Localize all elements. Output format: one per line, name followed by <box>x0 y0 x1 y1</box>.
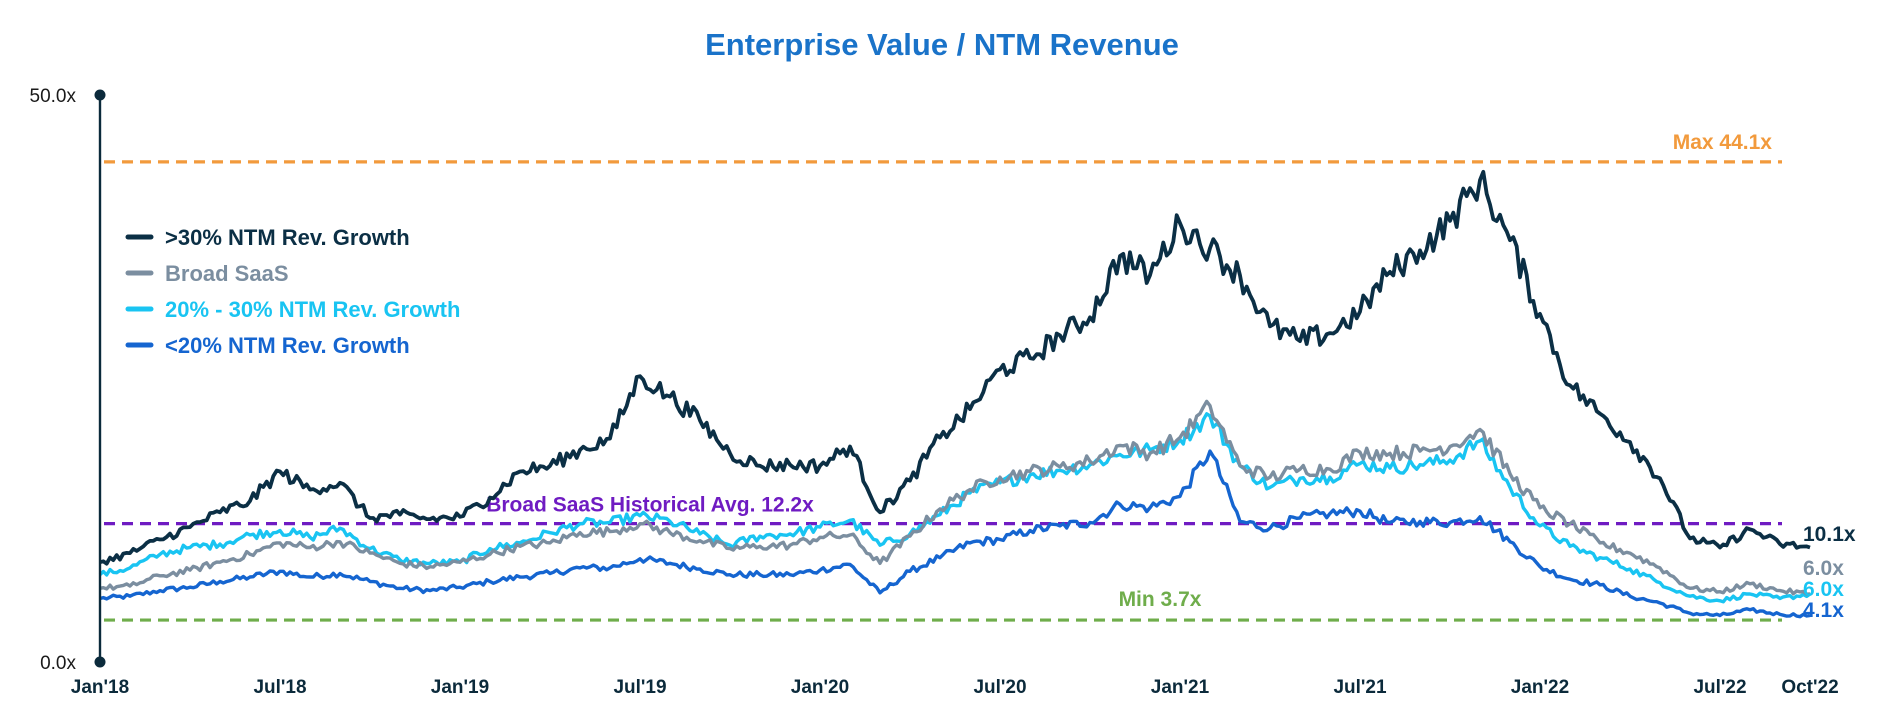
y-axis-top-dot <box>94 89 106 101</box>
x-tick-label: Jan'21 <box>1151 677 1210 698</box>
reference-label-broad-saas-historical-avg-12-2x: Broad SaaS Historical Avg. 12.2x <box>486 494 814 517</box>
axes: 0.0x 50.0x Jan'18 Jul'18 Jan'19 Jul'19 Jan'20 J… <box>30 86 1839 698</box>
x-tick-label: Jan'18 <box>71 677 129 698</box>
legend-label-2: Broad SaaS <box>165 261 289 286</box>
series-lines <box>98 169 1811 619</box>
legend-label-3: 20% - 30% NTM Rev. Growth <box>165 297 460 322</box>
legend-label-1: >30% NTM Rev. Growth <box>165 225 410 250</box>
series-line-4 <box>99 449 1811 619</box>
end-labels: 10.1x6.0x6.0x4.1x <box>1803 523 1856 622</box>
reference-label-max-44-1x: Max 44.1x <box>1673 131 1773 154</box>
x-tick-label: Jan'22 <box>1511 677 1569 698</box>
y-tick-label: 0.0x <box>40 653 76 674</box>
x-tick-label: Oct'22 <box>1781 677 1838 698</box>
series-line-2 <box>99 399 1811 596</box>
x-tick-label: Jul'19 <box>613 677 666 698</box>
x-tick-label: Jul'22 <box>1693 677 1746 698</box>
reference-label-min-3-7x: Min 3.7x <box>1119 588 1202 611</box>
legend: >30% NTM Rev. Growth Broad SaaS 20% - 30% … <box>125 225 460 358</box>
series-line-1 <box>99 169 1811 566</box>
end-label-2: 6.0x <box>1803 557 1844 580</box>
series-line-3 <box>98 412 1811 604</box>
x-tick-label: Jul'20 <box>973 677 1026 698</box>
y-tick-label: 50.0x <box>30 86 77 107</box>
x-tick-label: Jul'18 <box>253 677 306 698</box>
chart-title: Enterprise Value / NTM Revenue <box>705 27 1179 62</box>
x-tick-label: Jan'19 <box>431 677 489 698</box>
end-label-1: 10.1x <box>1803 523 1856 546</box>
x-tick-label: Jan'20 <box>791 677 849 698</box>
reference-lines: Max 44.1x Broad SaaS Historical Avg. 12.2… <box>104 131 1782 622</box>
end-label-3: 6.0x <box>1803 578 1844 601</box>
end-label-4: 4.1x <box>1803 599 1844 622</box>
y-axis-bottom-dot <box>94 656 106 668</box>
legend-label-4: <20% NTM Rev. Growth <box>165 333 410 358</box>
x-tick-label: Jul'21 <box>1333 677 1387 698</box>
